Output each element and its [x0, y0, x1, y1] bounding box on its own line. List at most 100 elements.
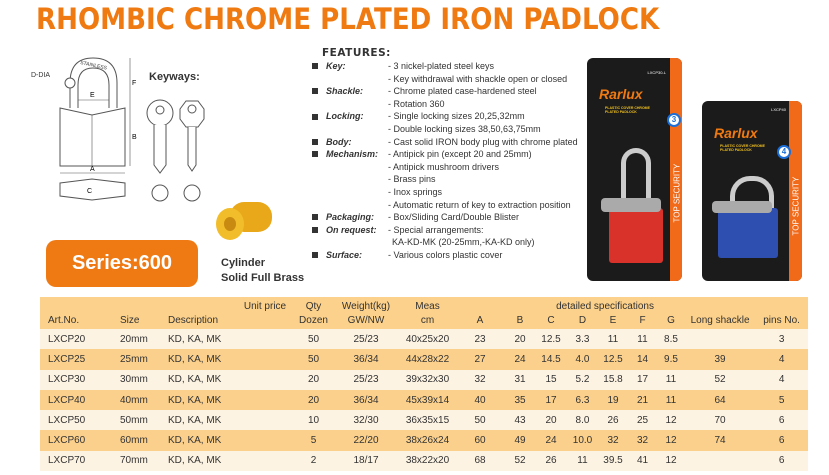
feature-value: - Brass pins	[388, 174, 436, 185]
table-cell: 38x22x20	[405, 455, 450, 467]
keys-icon	[146, 99, 205, 202]
table-cell: 39.5	[603, 455, 623, 467]
feature-value: - Special arrangements:	[388, 224, 484, 235]
table-cell: 5	[778, 394, 785, 406]
column-header: D	[578, 315, 587, 326]
bullet-icon	[312, 227, 318, 234]
table-cell: LXCP20	[48, 333, 86, 345]
product-subtitle: PLASTIC COVER CHROME PLATED PADLOCK	[605, 106, 650, 114]
table-cell: LXCP60	[48, 435, 86, 447]
feature-row: - Automatic return of key to extraction …	[312, 199, 578, 212]
feature-row: - Antipick mushroom drivers	[312, 161, 578, 174]
bullet-icon	[312, 252, 318, 259]
table-cell: 36/34	[353, 394, 379, 406]
table-cell: 25/23	[353, 374, 379, 386]
column-header: pins No.	[763, 315, 800, 326]
table-cell: 20	[545, 414, 557, 426]
table-cell: 39x32x30	[405, 374, 450, 386]
table-cell: 36x35x15	[405, 414, 450, 426]
table-cell: 6.3	[575, 394, 590, 406]
feature-row: Mechanism: - Antipick pin (except 20 and …	[312, 148, 578, 161]
table-cell: 12.5	[541, 333, 561, 345]
table-row: LXCP20 20mm KD, KA, MK 50 25/23 40x25x20 23 20 1…	[40, 329, 809, 350]
feature-value: - Various colors plastic cover	[388, 249, 503, 260]
table-cell: 32	[636, 435, 649, 447]
feature-value: - Single locking sizes 20,25,32mm	[388, 111, 525, 122]
header-qty: Qty	[305, 301, 322, 312]
table-cell: KD, KA, MK	[168, 353, 222, 365]
features-list: FEATURES: Key: - 3 nickel-plated steel ke…	[312, 47, 578, 262]
bullet-icon	[312, 113, 318, 120]
feature-value: - Chrome plated case-hardened steel	[388, 86, 537, 97]
table-cell: 11	[577, 455, 588, 467]
feature-row: - Inox springs	[312, 186, 578, 199]
table-cell: 32	[474, 374, 486, 386]
table-cell: 12	[665, 455, 677, 467]
table-row: LXCP60 60mm KD, KA, MK 5 22/20 38x26x24 60 49 24…	[40, 430, 809, 451]
feature-value: - 3 nickel-plated steel keys	[388, 61, 495, 71]
column-header: cm	[420, 315, 435, 326]
table-cell: 4	[778, 374, 785, 386]
table-cell: 11	[637, 333, 648, 345]
table-cell: 35	[514, 394, 526, 406]
bullet-icon	[312, 88, 318, 95]
table-cell: 6	[778, 435, 785, 447]
table-cell: 11	[607, 333, 619, 345]
table-cell: 50	[474, 414, 486, 426]
table-cell: 20	[307, 374, 320, 386]
table-cell: 3	[778, 333, 785, 345]
product-side-text: TOP SECURITY	[672, 163, 682, 223]
table-cell: LXCP40	[48, 394, 86, 406]
product-subtitle: PLASTIC COVER CHROME PLATED PADLOCK	[720, 144, 765, 152]
table-cell	[685, 329, 755, 349]
table-row: LXCP25 25mm KD, KA, MK 50 36/34 44x28x22 27 24 1…	[40, 349, 809, 370]
column-header: A	[476, 315, 484, 326]
table-cell	[235, 410, 295, 430]
table-cell: 8.5	[664, 333, 678, 345]
feature-value: - Box/Sliding Card/Double Blister	[388, 212, 520, 223]
table-cell: 25mm	[120, 353, 148, 365]
feature-value: - Double locking sizes 38,50,63,75mm	[388, 123, 541, 134]
security-grade: 4	[777, 145, 791, 159]
table-cell	[235, 430, 295, 450]
table-cell: LXCP70	[48, 455, 86, 467]
header-unit-price: Unit price	[243, 301, 287, 312]
keyways-label: Keyways:	[149, 71, 200, 83]
feature-value: - Automatic return of key to extraction …	[388, 199, 571, 210]
product-code: LXCP30-L	[647, 70, 666, 75]
product-card-standard: LXCP40 Rarlux PLASTIC COVER CHROME PLATE…	[702, 101, 802, 281]
feature-row: - Brass pins	[312, 173, 578, 186]
table-cell	[685, 451, 755, 471]
table-cell: 40x25x20	[405, 333, 450, 345]
table-cell	[235, 370, 295, 390]
feature-row: - Rotation 360	[312, 98, 578, 111]
feature-label: Mechanism:	[326, 149, 379, 160]
table-cell: 38x26x24	[405, 435, 450, 447]
table-cell: 17	[636, 374, 649, 386]
table-cell: 39	[714, 353, 726, 365]
table-cell: 70mm	[120, 455, 148, 467]
feature-label: Surface:	[326, 249, 363, 260]
feature-value: KA-KD-MK (20-25mm,-KA-KD only)	[392, 237, 535, 248]
page-title: RHOMBIC CHROME PLATED IRON PADLOCK	[36, 2, 660, 36]
table-cell: 5	[310, 435, 317, 447]
table-cell: 60	[474, 435, 486, 447]
table-cell: 4.0	[575, 353, 590, 365]
column-header: C	[547, 315, 555, 326]
table-cell	[235, 329, 295, 349]
feature-row: Key: - 3 nickel-plated steel keys	[312, 60, 578, 73]
feature-value: - Antipick pin (except 20 and 25mm)	[388, 149, 532, 160]
table-cell: 43	[514, 414, 526, 426]
feature-value: - Antipick mushroom drivers	[388, 161, 500, 172]
feature-row: Packaging: - Box/Sliding Card/Double Blis…	[312, 211, 578, 224]
table-cell: 20mm	[120, 333, 148, 345]
table-cell: 12	[665, 435, 677, 447]
table-cell: 40mm	[120, 394, 148, 406]
table-cell: 45x39x14	[405, 394, 450, 406]
table-cell: 14.5	[541, 353, 561, 365]
feature-value: - Key withdrawal with shackle open or cl…	[388, 73, 568, 84]
table-cell: 6	[778, 414, 785, 426]
feature-row: Surface: - Various colors plastic cover	[312, 249, 578, 262]
security-grade: 3	[667, 113, 681, 127]
table-cell	[235, 451, 295, 471]
